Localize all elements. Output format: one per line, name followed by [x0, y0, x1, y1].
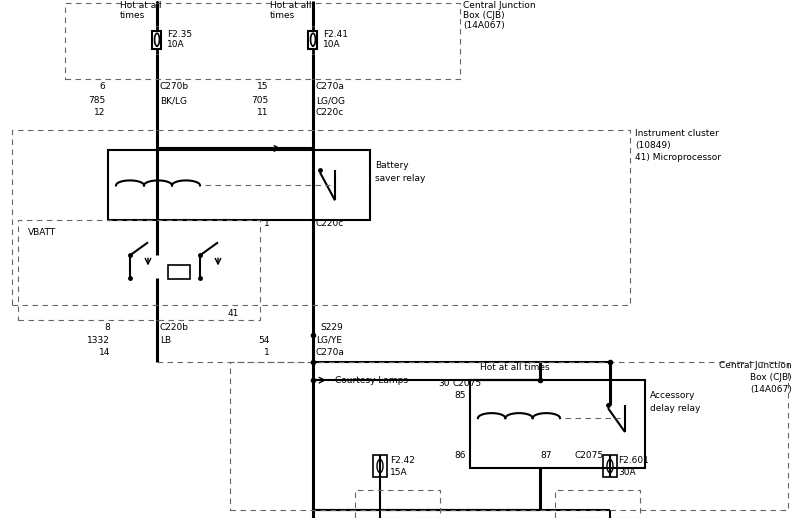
Bar: [603, 455, 617, 477]
Text: delay relay: delay relay: [650, 404, 701, 413]
Text: 10A: 10A: [167, 40, 185, 49]
Text: times: times: [270, 11, 295, 20]
Text: 14: 14: [99, 348, 110, 357]
Bar: [108, 150, 370, 220]
Text: 1332: 1332: [87, 336, 110, 344]
Text: Battery: Battery: [375, 161, 409, 170]
Bar: [373, 455, 387, 477]
Text: 41: 41: [228, 309, 239, 318]
Text: C220b: C220b: [160, 323, 189, 332]
Text: C2075: C2075: [575, 451, 604, 459]
Text: C270b: C270b: [160, 82, 189, 91]
Text: times: times: [120, 11, 145, 20]
Bar: [152, 31, 162, 49]
Text: 30: 30: [438, 379, 450, 387]
Bar: [65, 3, 460, 79]
Bar: [355, 490, 440, 518]
Text: LG/YE: LG/YE: [316, 336, 342, 344]
Text: 10A: 10A: [323, 40, 340, 49]
Bar: [18, 220, 260, 320]
Text: F2.35: F2.35: [167, 30, 192, 39]
Text: Box (CJB): Box (CJB): [750, 372, 792, 382]
Text: 54: 54: [258, 336, 270, 344]
Text: C220c: C220c: [316, 219, 344, 228]
Text: C220c: C220c: [316, 108, 344, 117]
Text: 12: 12: [93, 108, 105, 117]
Text: VBATT: VBATT: [28, 228, 57, 237]
Text: (14A067): (14A067): [750, 385, 792, 394]
Text: Central Junction: Central Junction: [720, 361, 792, 370]
Text: (14A067): (14A067): [463, 21, 505, 30]
Text: 705: 705: [251, 96, 268, 105]
Text: 785: 785: [88, 96, 105, 105]
Text: saver relay: saver relay: [375, 174, 426, 183]
Text: Hot at all: Hot at all: [120, 1, 162, 10]
Text: Courtesy Lamps: Courtesy Lamps: [335, 376, 408, 385]
Text: F2.601: F2.601: [618, 455, 649, 465]
Text: C270a: C270a: [316, 348, 345, 357]
Bar: [470, 380, 645, 468]
Text: 85: 85: [454, 391, 466, 400]
Text: 15A: 15A: [390, 468, 407, 477]
Bar: [308, 31, 317, 49]
Text: Central Junction: Central Junction: [463, 1, 536, 10]
Text: Hot at all: Hot at all: [270, 1, 312, 10]
Text: C2075: C2075: [453, 379, 482, 387]
Text: Hot at all times: Hot at all times: [480, 363, 550, 372]
Text: 30A: 30A: [618, 468, 636, 477]
Text: 11: 11: [257, 108, 268, 117]
Text: F2.41: F2.41: [323, 30, 348, 39]
Bar: [555, 490, 640, 518]
Text: 8: 8: [104, 323, 110, 332]
Text: 1: 1: [265, 219, 270, 228]
Text: LB: LB: [160, 336, 171, 344]
Bar: [230, 362, 788, 510]
Text: C270a: C270a: [316, 82, 345, 91]
Text: Box (CJB): Box (CJB): [463, 11, 505, 20]
Bar: [12, 131, 630, 305]
Text: Instrument cluster: Instrument cluster: [635, 129, 719, 138]
Text: S229: S229: [320, 323, 343, 332]
Text: F2.42: F2.42: [390, 455, 415, 465]
Text: 6: 6: [100, 82, 105, 91]
Bar: [168, 265, 190, 279]
Text: Accessory: Accessory: [650, 391, 696, 400]
Text: (10849): (10849): [635, 141, 670, 150]
Text: 1: 1: [265, 348, 270, 357]
Text: 86: 86: [454, 451, 466, 459]
Text: LG/OG: LG/OG: [316, 96, 345, 105]
Text: 41) Microprocessor: 41) Microprocessor: [635, 153, 721, 162]
Text: BK/LG: BK/LG: [160, 96, 187, 105]
Text: 15: 15: [257, 82, 268, 91]
Text: 87: 87: [540, 451, 552, 459]
